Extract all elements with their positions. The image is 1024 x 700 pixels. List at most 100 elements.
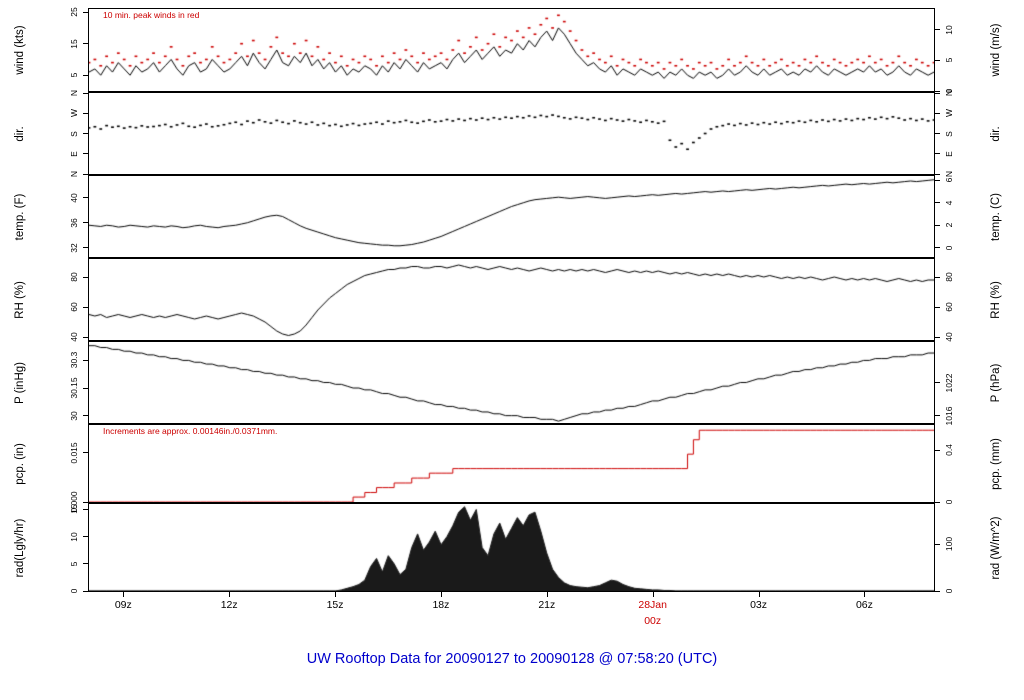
panel-radiation: [88, 503, 935, 592]
tick-mark: [935, 112, 940, 114]
tick-mark: [935, 133, 940, 134]
y-axis-label-wind-ms: wind (m/s): [990, 23, 1002, 77]
tick-mark: [935, 59, 940, 61]
tick-mark: [83, 247, 88, 249]
tick-mark: [935, 202, 940, 204]
y-tick-label: 60: [69, 302, 79, 312]
x-tick-label: 15z: [326, 599, 344, 611]
x-tick-label: 12z: [220, 599, 238, 611]
tick-mark: [83, 92, 88, 94]
tick-mark: [335, 592, 337, 597]
tick-mark: [83, 276, 88, 278]
tick-mark: [83, 387, 88, 389]
y-tick-label: W: [69, 109, 79, 118]
tick-mark: [935, 276, 940, 278]
tick-mark: [83, 222, 88, 224]
y-axis-label-temp-c: temp. (C): [990, 192, 1002, 241]
y-tick-label: 0.015: [69, 442, 79, 464]
tick-mark: [935, 543, 940, 545]
tick-mark: [935, 92, 940, 94]
y-tick-label: 0.4: [944, 444, 954, 457]
y-tick-label: 6: [944, 177, 954, 183]
panel-direction: [88, 92, 935, 175]
y-tick-label: 40: [69, 193, 79, 203]
x-tick-label: 18z: [432, 599, 450, 611]
tick-mark: [935, 415, 940, 417]
y-tick-label: 1022: [944, 373, 954, 392]
precip-increment-annotation: Increments are approx. 0.00146in./0.0371…: [103, 426, 278, 436]
tick-mark: [83, 153, 88, 155]
tick-mark: [935, 247, 940, 249]
y-tick-label: 60: [944, 302, 954, 312]
y-axis-label-pcp-in: pcp. (in): [14, 442, 26, 485]
y-tick-label: 10: [944, 24, 954, 35]
tick-mark: [546, 592, 548, 597]
precip-plot-canvas: [89, 425, 934, 502]
y-tick-label: 5: [69, 72, 79, 78]
tick-mark: [83, 590, 88, 592]
tick-mark: [83, 133, 88, 134]
tick-mark: [935, 590, 940, 592]
tick-mark: [935, 179, 940, 181]
tick-mark: [83, 536, 88, 538]
tick-mark: [758, 592, 760, 597]
tick-mark: [440, 592, 442, 597]
tick-mark: [935, 382, 940, 383]
tick-mark: [935, 153, 940, 155]
tick-mark: [935, 501, 940, 503]
y-tick-label: 5: [944, 57, 954, 63]
y-tick-label: 1016: [944, 406, 954, 426]
y-tick-label: 80: [69, 272, 79, 282]
tick-mark: [83, 173, 88, 175]
tick-mark: [229, 592, 231, 597]
y-axis-label-dir-left: dir.: [14, 125, 26, 142]
tick-mark: [83, 306, 88, 308]
tick-mark: [935, 90, 940, 92]
y-tick-label: 36: [69, 217, 79, 228]
tick-mark: [935, 224, 940, 226]
y-axis-label-rh-left: RH (%): [14, 280, 26, 319]
y-tick-label: 32: [69, 242, 79, 253]
y-tick-label: 15: [69, 38, 79, 49]
tick-mark: [83, 11, 88, 13]
y-tick-label: N: [69, 170, 79, 178]
y-axis-label-pcp-mm: pcp. (mm): [990, 437, 1002, 490]
tick-mark: [83, 501, 88, 503]
tick-mark: [83, 112, 88, 114]
x-tick-label-line2: 00z: [644, 615, 662, 627]
y-tick-label: 40: [944, 332, 954, 342]
tick-mark: [935, 449, 940, 451]
wind-plot-canvas: [89, 9, 934, 91]
y-tick-label: E: [944, 150, 954, 157]
tick-mark: [123, 592, 125, 597]
y-tick-label: 25: [69, 7, 79, 17]
x-tick-label: 21z: [538, 599, 556, 611]
y-tick-label: 4: [944, 200, 954, 206]
tick-mark: [83, 43, 88, 45]
direction-plot-canvas: [89, 93, 934, 174]
x-tick-label: 06z: [855, 599, 873, 611]
y-tick-label: 2: [944, 222, 954, 228]
x-tick-label: 09z: [114, 599, 132, 611]
temperature-plot-canvas: [89, 176, 934, 257]
tick-mark: [83, 508, 88, 510]
y-tick-label: S: [69, 130, 79, 137]
y-tick-label: 15: [69, 504, 79, 515]
y-tick-label: 80: [944, 272, 954, 282]
tick-mark: [935, 173, 940, 175]
y-axis-label-rad-wm2: rad (W/m^2): [990, 516, 1002, 579]
tick-mark: [83, 74, 88, 76]
panel-temperature: [88, 175, 935, 258]
figure-title: UW Rooftop Data for 20090127 to 20090128…: [306, 651, 718, 667]
tick-mark: [83, 563, 88, 565]
y-tick-label: 0: [944, 588, 954, 594]
humidity-plot-canvas: [89, 259, 934, 340]
y-axis-label-dir-right: dir.: [990, 125, 1002, 142]
tick-mark: [83, 359, 88, 361]
tick-mark: [864, 592, 866, 597]
y-tick-label: W: [944, 109, 954, 118]
y-tick-label: 30.15: [69, 377, 79, 399]
y-axis-label-p-hpa: P (hPa): [990, 363, 1002, 402]
y-tick-label: N: [944, 89, 954, 97]
